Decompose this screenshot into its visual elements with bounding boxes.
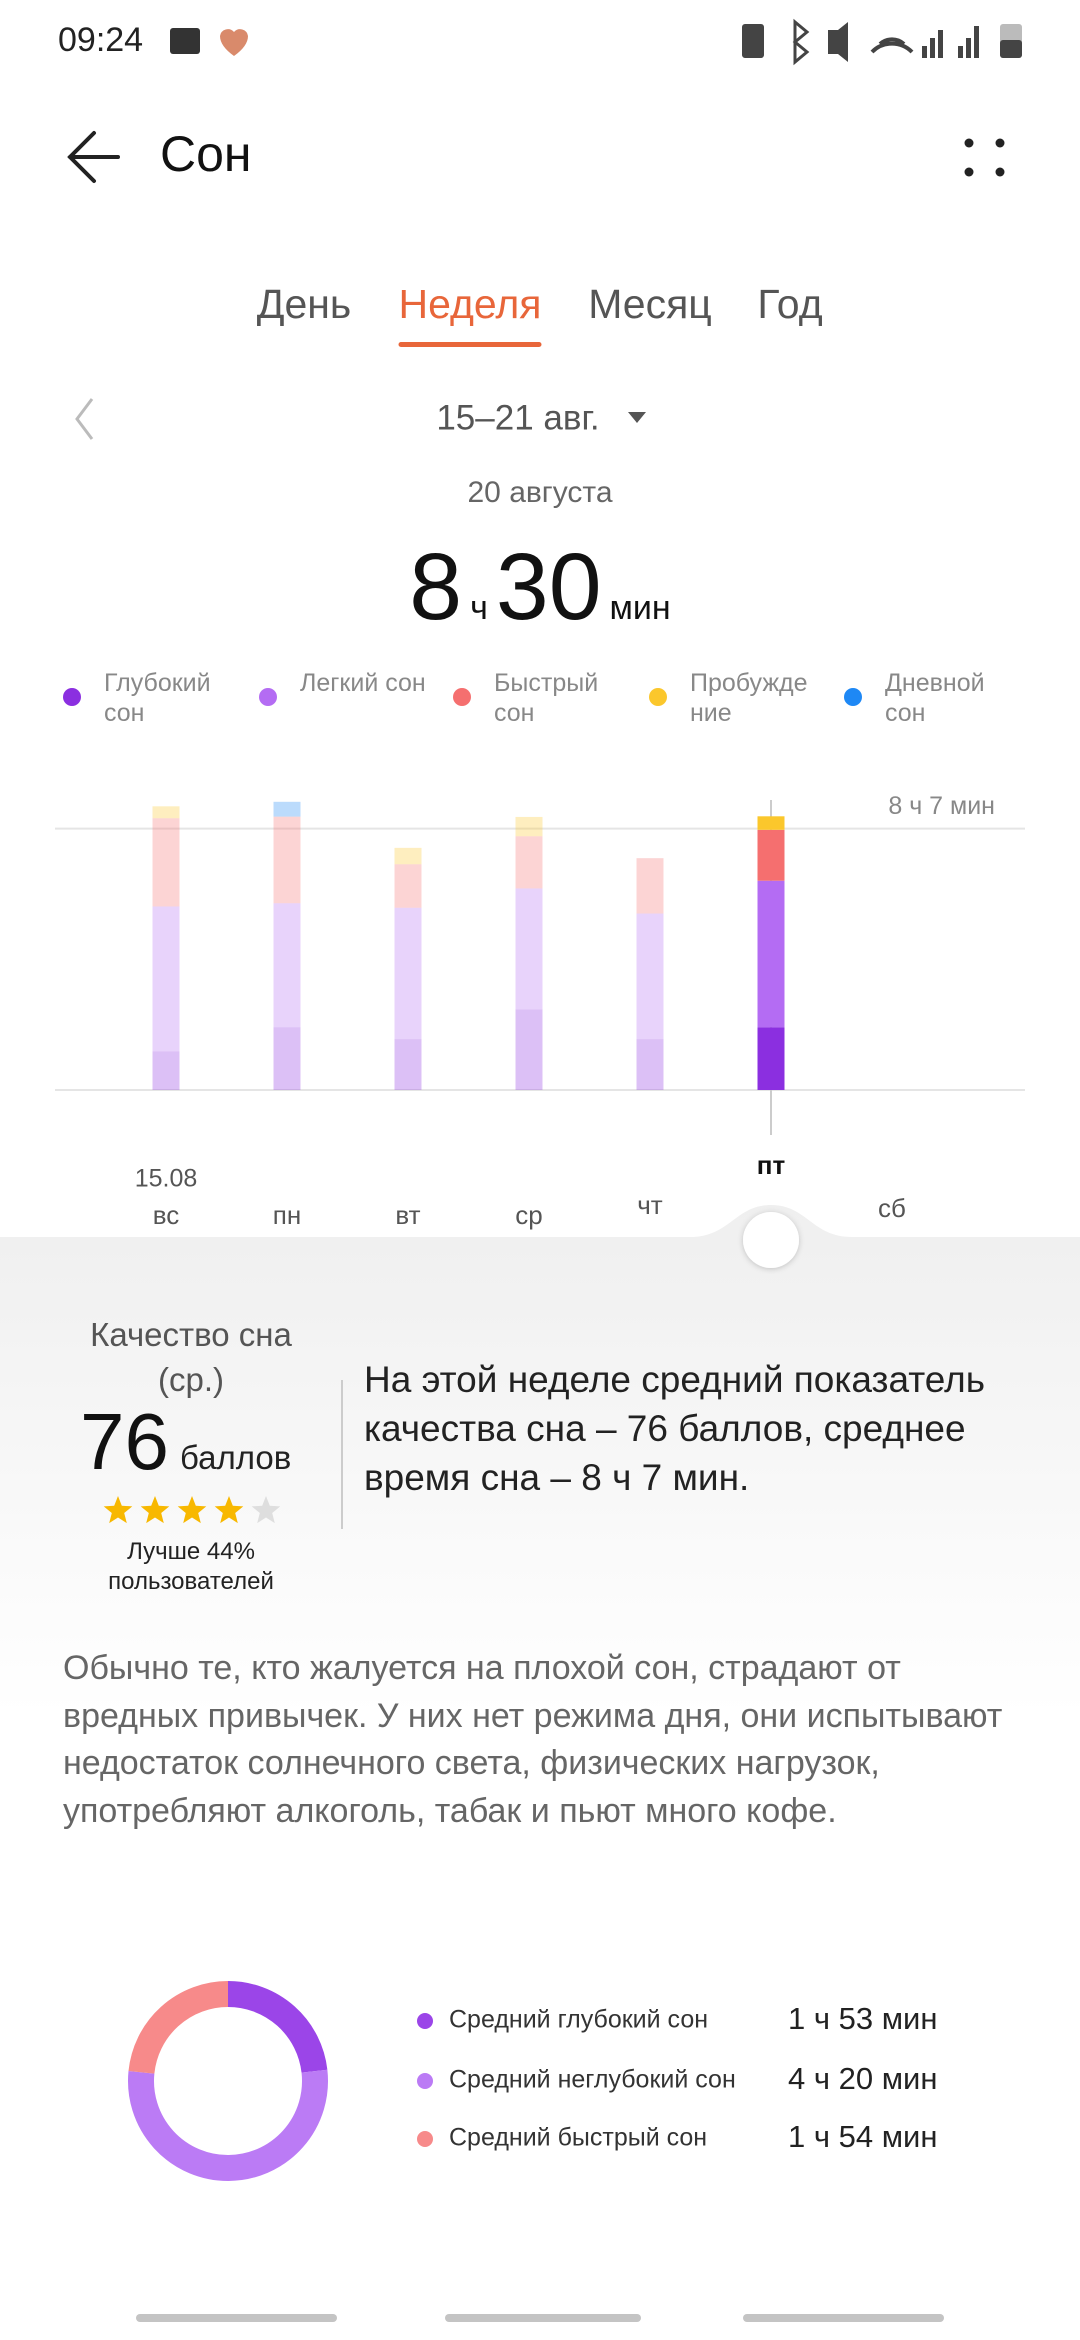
tab-indicator xyxy=(398,342,542,347)
health-icon xyxy=(220,29,248,56)
hours-unit: ч xyxy=(470,589,488,627)
legend-label: Пробуждение xyxy=(690,669,808,727)
bar-segment xyxy=(515,888,543,1010)
bar-segment xyxy=(757,880,785,1028)
x-tick-label[interactable]: пт xyxy=(757,1150,786,1180)
value-label: 1 ч 53 мин xyxy=(788,2001,937,2036)
bar-segment xyxy=(152,906,180,1052)
legend-dot xyxy=(417,2073,433,2089)
bar-segment xyxy=(757,829,785,881)
bar-segment xyxy=(757,1027,785,1090)
period-dropdown[interactable] xyxy=(628,412,646,423)
star xyxy=(140,1496,170,1524)
advice: Обычно те, кто жалуется на плохой сон, с… xyxy=(63,1649,1003,1830)
tab[interactable]: День xyxy=(257,281,352,327)
legend-label: Средний неглубокий сон xyxy=(449,2066,736,2094)
bar-segment xyxy=(636,858,664,914)
bar-segment xyxy=(273,801,301,817)
legend-dot xyxy=(453,688,471,706)
prev-period[interactable] xyxy=(75,398,94,440)
quality-score: 76 xyxy=(80,1397,169,1486)
legend-label: Средний глубокий сон xyxy=(449,2006,708,2034)
card-background xyxy=(0,1205,1080,2340)
quality-text: На этой неделе средний показатель качест… xyxy=(364,1359,986,1498)
selected-date: 20 августа xyxy=(467,476,612,509)
back-button[interactable] xyxy=(67,131,120,183)
bar-segment xyxy=(152,1051,180,1090)
star xyxy=(177,1496,207,1524)
hours: 8 xyxy=(409,534,462,640)
reference-label: 8 ч 7 мин xyxy=(888,792,995,820)
x-tick-label[interactable]: вт xyxy=(395,1200,420,1230)
period[interactable]: 15–21 авг. xyxy=(436,398,599,437)
menu-button[interactable] xyxy=(964,138,1005,177)
bar-segment xyxy=(394,1039,422,1090)
bar-segment xyxy=(273,816,301,904)
legend-label: Легкий сон xyxy=(300,669,426,697)
bar-segment xyxy=(757,816,785,830)
x-tick-label[interactable]: ср xyxy=(515,1200,542,1230)
legend-dot xyxy=(259,688,277,706)
x-tick-label[interactable]: чт xyxy=(637,1190,663,1220)
tab[interactable]: Месяц xyxy=(588,281,712,327)
gallery-icon xyxy=(170,28,200,54)
donut-segment xyxy=(128,1981,229,2075)
star xyxy=(214,1496,244,1524)
legend-dot xyxy=(649,688,667,706)
x-tick-label[interactable]: пн xyxy=(273,1200,301,1230)
bar-segment xyxy=(152,818,180,907)
bar-segment xyxy=(636,913,664,1040)
bar-segment xyxy=(273,903,301,1028)
page-title: Сон xyxy=(160,126,252,182)
x-tick-label[interactable]: сб xyxy=(878,1193,906,1223)
donut-segment xyxy=(128,2069,328,2181)
sleep-duration: 8 ч30 мин xyxy=(409,534,670,640)
legend-label: Быстрый сон xyxy=(494,669,599,727)
bar-segment xyxy=(152,806,180,819)
bar-segment xyxy=(515,836,543,889)
legend-dot xyxy=(63,688,81,706)
tab[interactable]: Неделя xyxy=(399,281,542,327)
nav-bar xyxy=(136,2314,944,2322)
bar-segment xyxy=(515,816,543,837)
clock: 09:24 xyxy=(58,21,143,59)
bar-segment xyxy=(394,847,422,865)
legend-label: Глубокий сон xyxy=(104,669,211,727)
status-icons xyxy=(742,18,1022,66)
quality-unit: баллов xyxy=(180,1439,291,1476)
value-label: 1 ч 54 мин xyxy=(788,2119,937,2154)
bar-segment xyxy=(515,1009,543,1090)
day-slider-handle[interactable] xyxy=(743,1212,799,1268)
minutes-unit: мин xyxy=(610,589,671,627)
x-tick-label[interactable]: вс xyxy=(153,1200,180,1230)
star xyxy=(251,1496,281,1524)
quality-comparison: Лучше 44% пользователей xyxy=(108,1538,274,1595)
legend-dot xyxy=(417,2013,433,2029)
legend-label: Дневной сон xyxy=(885,669,985,727)
minutes: 30 xyxy=(496,534,602,640)
bar-segment xyxy=(273,1027,301,1090)
legend-dot xyxy=(417,2131,433,2147)
bar-segment xyxy=(636,1039,664,1090)
star xyxy=(103,1496,133,1524)
value-label: 4 ч 20 мин xyxy=(788,2061,937,2096)
quality-title: Качество сна (ср.) xyxy=(90,1316,292,1398)
bar-segment xyxy=(394,864,422,908)
donut-segment xyxy=(227,1981,328,2074)
first-date: 15.08 xyxy=(135,1165,198,1193)
tab[interactable]: Год xyxy=(757,281,822,327)
bar-segment xyxy=(394,907,422,1040)
legend-label: Средний быстрый сон xyxy=(449,2124,707,2152)
legend-dot xyxy=(844,688,862,706)
